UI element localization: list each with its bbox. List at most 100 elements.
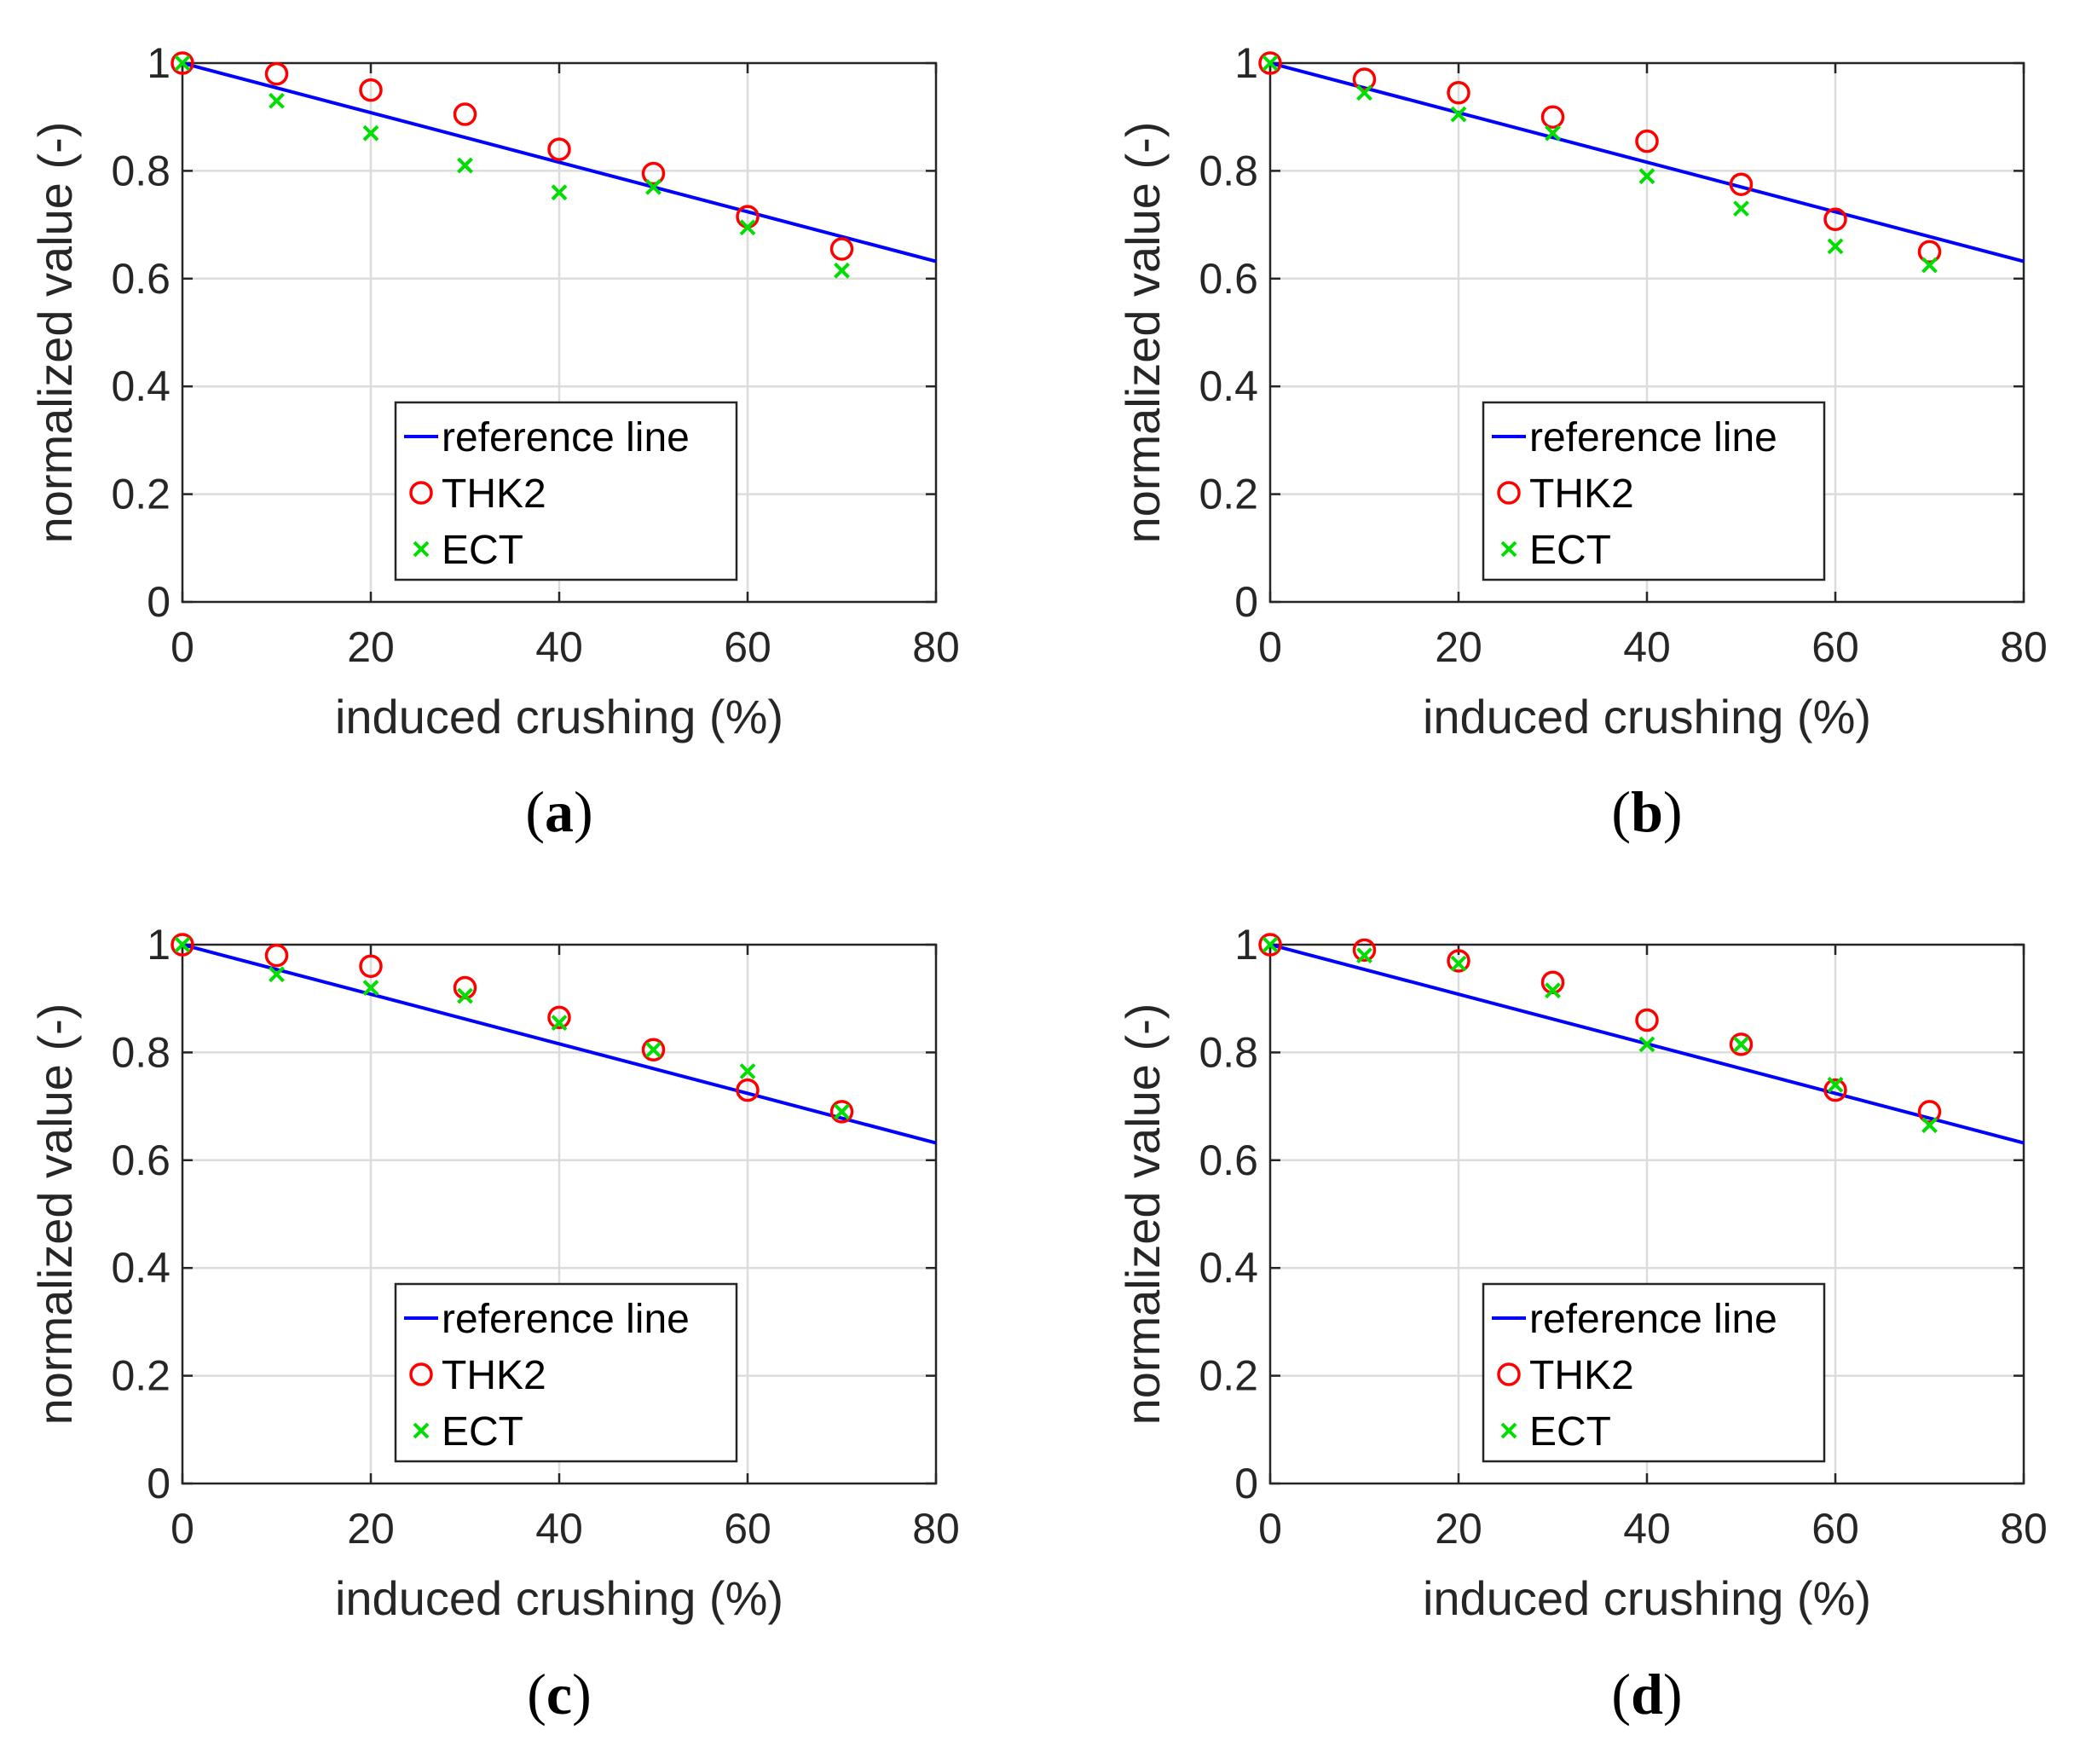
panel-caption: (d) [1611, 1662, 1682, 1726]
thk2-point [547, 137, 571, 161]
legend: reference line THK2 ECT [394, 401, 738, 581]
legend-thk2-swatch [409, 481, 433, 505]
thk2-point [736, 1078, 760, 1102]
y-tick-label: 1 [147, 39, 170, 87]
x-tick-label: 60 [1811, 623, 1859, 671]
x-tick-label: 40 [1623, 623, 1671, 671]
legend-ect-label: ECT [1529, 528, 1611, 573]
y-tick-label: 0.6 [111, 1136, 170, 1184]
legend-thk2-swatch [409, 1362, 433, 1386]
thk2-point [547, 1005, 571, 1030]
ect-point [1356, 84, 1372, 101]
legend-thk2-swatch [1497, 1362, 1521, 1386]
x-tick-label: 0 [1258, 623, 1282, 671]
y-tick-label: 0 [147, 1460, 170, 1507]
y-tick-label: 0.4 [111, 362, 170, 410]
thk2-point [1729, 172, 1754, 196]
x-tick-label: 80 [2000, 623, 2048, 671]
ect-point [1545, 982, 1561, 999]
thk2-point [1540, 105, 1565, 129]
y-tick-label: 0.8 [1199, 147, 1258, 194]
thk2-point [1447, 949, 1470, 973]
panel-caption: (c) [527, 1662, 592, 1726]
ect-point [457, 987, 473, 1004]
thk2-point [170, 933, 194, 957]
legend-ect-swatch [1500, 541, 1517, 558]
ect-point [645, 1041, 662, 1058]
legend-ect-label: ECT [442, 528, 523, 573]
x-axis-title: induced crushing (%) [1423, 1571, 1871, 1625]
reference-line [1269, 61, 2025, 263]
ect-point [174, 55, 191, 72]
x-tick-label: 60 [724, 623, 771, 671]
ect-point [645, 178, 662, 195]
thk2-point [1352, 938, 1377, 963]
ect-point [1733, 1036, 1749, 1053]
legend-ect-swatch [1500, 1422, 1517, 1439]
y-tick-label: 0.8 [111, 1028, 170, 1076]
x-tick-label: 0 [170, 623, 194, 671]
ect-point [269, 966, 285, 983]
ect-point [1450, 955, 1467, 972]
legend-thk2-label: THK2 [442, 471, 546, 517]
y-tick-label: 0.6 [111, 255, 170, 303]
ect-point [1262, 936, 1279, 953]
legend-box [394, 401, 738, 581]
legend: reference line THK2 ECT [1482, 401, 1826, 581]
panel-caption: (a) [525, 779, 592, 844]
ect-point [1638, 1036, 1655, 1053]
ect-point [1921, 257, 1938, 274]
x-axis-title: induced crushing (%) [335, 690, 783, 743]
thk2-point [264, 943, 289, 968]
thk2-point [1447, 81, 1470, 105]
panel-caption: (b) [1611, 779, 1682, 844]
thk2-point [829, 237, 854, 261]
thk2-point [1917, 1100, 1942, 1124]
y-tick-label: 0.2 [1199, 1352, 1258, 1400]
y-tick-label: 0.4 [1199, 1244, 1258, 1292]
legend-reference-label: reference line [442, 1297, 690, 1342]
thk2-point [1823, 1078, 1847, 1102]
y-tick-label: 0 [147, 578, 170, 626]
ect-point [174, 936, 191, 953]
legend-thk2-label: THK2 [1529, 471, 1634, 517]
thk2-point [264, 61, 289, 86]
legend-ect-swatch [413, 541, 430, 558]
ect-point [362, 980, 379, 996]
thk2-point [170, 51, 194, 75]
thk2-point [453, 102, 477, 126]
legend-reference-label: reference line [1529, 1297, 1777, 1342]
ect-point [1733, 200, 1749, 217]
thk2-point [641, 161, 666, 186]
ect-point [551, 184, 568, 201]
x-axis-title: induced crushing (%) [1423, 690, 1871, 743]
thk2-point [829, 1100, 854, 1124]
ect-point [1262, 55, 1279, 72]
ect-point [551, 1015, 568, 1032]
x-tick-label: 20 [1435, 1505, 1482, 1553]
thk2-point [359, 954, 383, 979]
ect-point [1450, 106, 1467, 123]
thk2-point [1729, 1032, 1754, 1056]
chart-panel-c: 0 20 40 60 80 0 0.2 0.4 0.6 0.8 1 induced crushing … [28, 921, 960, 1726]
legend-reference-label: reference line [442, 415, 690, 460]
y-tick-label: 1 [147, 921, 170, 969]
thk2-point [1258, 933, 1282, 957]
y-tick-label: 0 [1234, 578, 1258, 626]
y-tick-label: 0.2 [111, 1352, 170, 1400]
x-tick-label: 0 [1258, 1505, 1282, 1553]
thk2-point [1352, 67, 1377, 91]
ect-point [1827, 238, 1844, 255]
thk2-point [1635, 129, 1659, 153]
y-tick-label: 0.8 [111, 147, 170, 194]
legend-box [1482, 1282, 1826, 1463]
x-tick-label: 40 [1623, 1505, 1671, 1553]
ect-point [1545, 124, 1561, 142]
legend-ect-label: ECT [442, 1409, 523, 1455]
y-tick-label: 0.6 [1199, 255, 1258, 303]
thk2-point [1635, 1008, 1659, 1032]
x-tick-label: 40 [535, 623, 583, 671]
x-tick-label: 60 [1811, 1505, 1859, 1553]
ect-point [834, 262, 850, 279]
thk2-point [641, 1038, 666, 1061]
